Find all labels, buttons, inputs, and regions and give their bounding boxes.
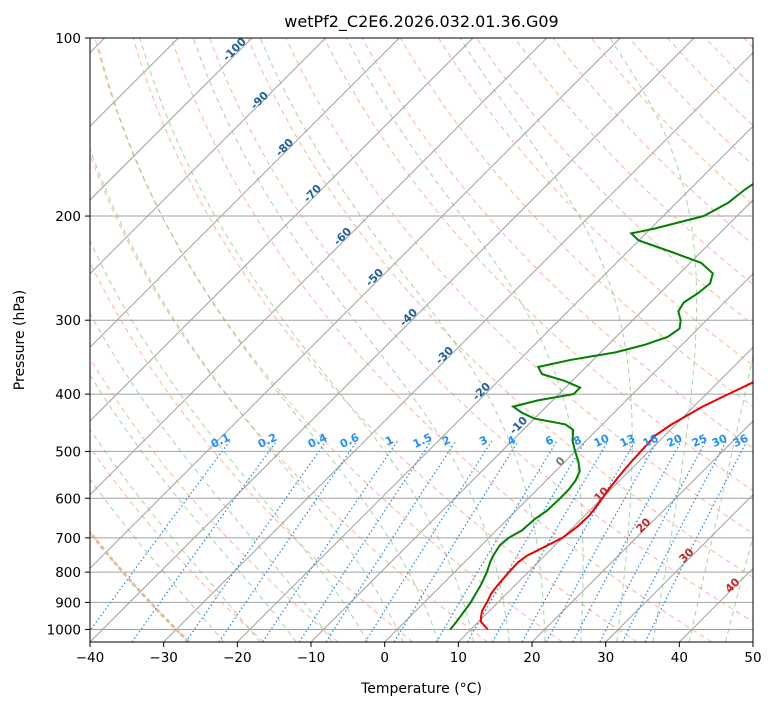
y-tick-label: 200 — [55, 209, 81, 225]
dry-adiabat — [285, 38, 753, 535]
mixing-ratio-line — [262, 440, 399, 642]
y-tick-label: 400 — [55, 387, 81, 403]
dry-adiabat — [90, 357, 339, 642]
x-tick-label: 20 — [523, 650, 540, 666]
plot-area-background — [90, 38, 753, 642]
moist-adiabat — [609, 38, 698, 642]
x-axis-label: Temperature (°C) — [360, 681, 482, 697]
dry-adiabat — [90, 446, 264, 642]
x-tick-label: −40 — [76, 650, 105, 666]
mixing-ratio-label: 25 — [690, 432, 709, 450]
dry-adiabat — [247, 38, 753, 578]
mixing-ratio-line — [521, 440, 636, 642]
mixing-ratio-label: 20 — [665, 432, 685, 450]
mixing-ratio-label: 10 — [592, 432, 612, 450]
isotherm-20 — [531, 420, 753, 642]
y-tick-label: 700 — [55, 531, 81, 547]
isotherm--100 — [90, 38, 253, 201]
moist-adiabat — [90, 428, 261, 642]
y-tick-label: 800 — [55, 565, 81, 581]
mixing-ratio-label: 16 — [641, 432, 661, 450]
mixing-ratio-line — [298, 440, 432, 642]
moist-adiabat — [90, 239, 369, 642]
moist-adiabat — [90, 312, 333, 642]
isotherm--40 — [90, 38, 695, 642]
y-tick-label: 600 — [55, 491, 81, 507]
isotherm--50 — [90, 38, 621, 570]
dry-adiabat — [170, 38, 712, 642]
axes: −40 −30 −20 −10 0 10 20 30 40 50 1000 900 800 700 600 5… — [47, 31, 762, 666]
dewpoint-line — [449, 182, 753, 631]
mixing-ratio-line — [393, 440, 519, 642]
mixing-ratio-line — [491, 440, 609, 642]
dry-adiabat — [132, 38, 638, 642]
plot-frame — [89, 37, 754, 643]
isotherm--20 — [236, 125, 753, 642]
x-tick-label: −10 — [297, 650, 326, 666]
y-axis-label: Pressure (hPa) — [12, 290, 28, 390]
y-tick-label: 500 — [55, 444, 81, 460]
isotherm--60 — [90, 38, 548, 496]
mixing-ratio-line — [364, 440, 493, 642]
dry-adiabat — [399, 38, 753, 408]
isotherm-30 — [605, 493, 753, 642]
dry-adiabat — [90, 261, 414, 642]
temperature-line — [479, 381, 753, 631]
mixing-ratio-line — [325, 440, 457, 642]
mixing-ratio-line — [545, 440, 658, 642]
y-tick-label: 900 — [55, 595, 81, 611]
mixing-ratio-label: 13 — [618, 432, 637, 450]
mixing-ratio-line — [218, 440, 358, 642]
mixing-ratio-line — [185, 440, 327, 642]
dry-adiabat — [209, 38, 753, 623]
moist-adiabat — [259, 38, 546, 642]
x-tick-label: 10 — [450, 650, 467, 666]
x-tick-label: 50 — [744, 650, 761, 666]
y-tick-label: 300 — [55, 313, 81, 329]
x-tick-label: −30 — [149, 650, 178, 666]
reference-arc — [90, 530, 190, 642]
x-tick-label: −20 — [223, 650, 252, 666]
x-tick-label: 40 — [671, 650, 688, 666]
dry-adiabat — [90, 153, 488, 642]
sounding-series — [449, 182, 753, 631]
isotherm-0 — [384, 272, 753, 642]
chart-title: wetPf2_C2E6.2026.032.01.36.G09 — [284, 12, 558, 32]
isotherm--30 — [163, 51, 753, 642]
y-tick-label: 100 — [55, 31, 81, 47]
moist-adiabat — [345, 38, 584, 642]
mixing-ratio-line — [90, 440, 231, 632]
isotherm-10 — [457, 346, 753, 642]
isotherm--70 — [90, 38, 474, 422]
mixing-ratio-line — [435, 440, 558, 642]
dry-adiabat — [514, 38, 753, 285]
moist-adiabat — [139, 38, 475, 642]
x-tick-label: 0 — [380, 650, 389, 666]
x-tick-label: 30 — [597, 650, 614, 666]
isotherm--80 — [90, 38, 400, 349]
mixing-ratio-label: 30 — [710, 432, 730, 450]
isotherm-50 — [752, 641, 753, 642]
moist-adiabat — [90, 147, 404, 642]
background-lines — [90, 38, 753, 642]
mixing-ratio-line — [644, 440, 748, 642]
mixing-ratio-label: 36 — [731, 432, 751, 450]
y-tick-label: 1000 — [47, 622, 81, 638]
isotherm--90 — [90, 38, 327, 275]
